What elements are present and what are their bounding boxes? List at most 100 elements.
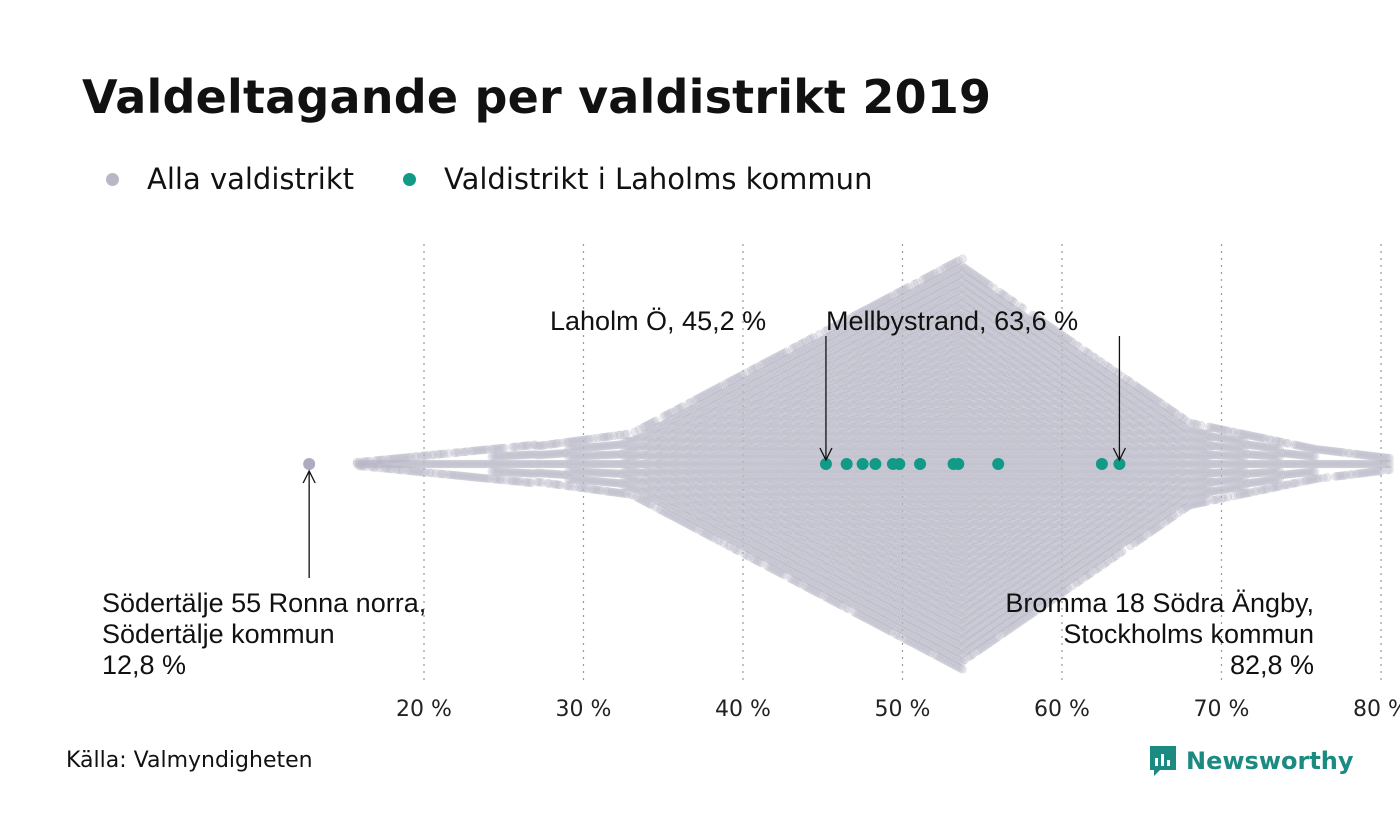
district-dot	[360, 459, 370, 469]
district-dot	[489, 459, 499, 469]
district-dot	[506, 468, 515, 477]
district-dot	[495, 459, 505, 469]
legend-item-laholm: Valdistrikt i Laholms kommun	[403, 162, 872, 196]
district-dot	[425, 468, 434, 478]
district-dot	[448, 470, 457, 480]
district-dot	[398, 465, 407, 475]
district-dot	[472, 473, 482, 482]
district-dot	[410, 459, 420, 469]
district-dot	[516, 459, 526, 469]
district-dot	[448, 459, 457, 469]
district-dot	[477, 473, 486, 483]
district-dot	[501, 467, 511, 477]
district-dot	[512, 476, 522, 486]
district-dot	[487, 467, 497, 476]
district-dot	[510, 468, 519, 477]
district-dot	[400, 459, 410, 469]
district-dot	[489, 474, 499, 484]
legend-marker-all	[106, 172, 119, 186]
legend-item-all: Alla valdistrikt	[106, 162, 354, 196]
district-dot	[416, 467, 426, 477]
district-dot	[406, 459, 416, 469]
district-dot	[504, 451, 513, 461]
district-dot	[421, 451, 430, 460]
district-dot	[360, 457, 370, 466]
district-dot	[472, 446, 482, 455]
district-dot	[501, 451, 511, 461]
district-dot	[412, 459, 422, 469]
district-dot	[410, 467, 420, 476]
district-dot	[431, 459, 441, 469]
district-dot	[379, 455, 389, 465]
district-dot	[423, 451, 432, 460]
district-dot	[501, 475, 511, 485]
district-dot	[450, 470, 459, 480]
district-dot	[385, 454, 395, 464]
district-dot	[356, 459, 366, 469]
district-dot	[481, 459, 490, 469]
district-dot	[412, 467, 422, 476]
district-dot	[377, 455, 387, 465]
district-dot	[383, 464, 393, 474]
district-dot	[437, 459, 447, 469]
district-dot	[495, 443, 505, 453]
district-dot	[377, 459, 387, 469]
district-dot	[392, 459, 401, 469]
district-dot	[373, 459, 383, 469]
district-dot	[392, 454, 401, 463]
district-dot	[419, 459, 428, 469]
district-dot	[516, 468, 526, 478]
district-dot	[437, 469, 447, 479]
district-dot	[470, 446, 480, 456]
district-dot	[504, 459, 513, 469]
district-dot	[363, 456, 372, 466]
district-dot	[379, 459, 389, 469]
district-dot	[371, 459, 381, 469]
district-dot	[352, 457, 362, 467]
district-dot	[404, 452, 414, 462]
district-dot	[474, 473, 484, 483]
district-dot	[512, 442, 522, 452]
district-dot	[466, 446, 476, 456]
district-dot	[477, 445, 486, 455]
district-dot	[497, 467, 507, 477]
district-dot	[508, 468, 517, 477]
district-dot	[387, 454, 397, 464]
district-dot	[466, 459, 476, 469]
district-dot	[404, 466, 414, 476]
legend-label-laholm: Valdistrikt i Laholms kommun	[444, 162, 873, 196]
district-dot	[421, 468, 430, 477]
district-dot	[622, 429, 631, 439]
district-dot	[501, 459, 511, 469]
district-dot	[514, 459, 524, 469]
district-dot	[510, 451, 519, 460]
district-dot	[358, 461, 368, 471]
district-dot	[495, 451, 505, 461]
district-dot	[439, 449, 449, 459]
district-dot	[479, 473, 488, 483]
all-districts-swarm	[303, 254, 1394, 674]
district-dot	[491, 467, 501, 477]
district-dot	[443, 449, 453, 458]
district-dot	[470, 459, 480, 469]
district-dot	[435, 469, 445, 479]
district-dot	[485, 474, 495, 484]
district-dot	[383, 454, 393, 464]
district-dot	[392, 465, 401, 474]
district-dot	[421, 459, 430, 469]
district-dot	[493, 451, 503, 461]
district-dot	[389, 459, 399, 469]
district-dot	[410, 452, 420, 461]
district-dot	[400, 453, 410, 463]
district-dot	[487, 459, 497, 469]
district-dot	[516, 441, 526, 451]
district-dot	[460, 447, 470, 457]
district-dot	[508, 459, 517, 469]
district-dot	[435, 449, 445, 459]
district-dot	[406, 452, 416, 462]
district-dot	[464, 459, 474, 469]
district-dot	[445, 470, 455, 480]
district-dot	[394, 465, 403, 475]
district-dot	[360, 462, 370, 471]
